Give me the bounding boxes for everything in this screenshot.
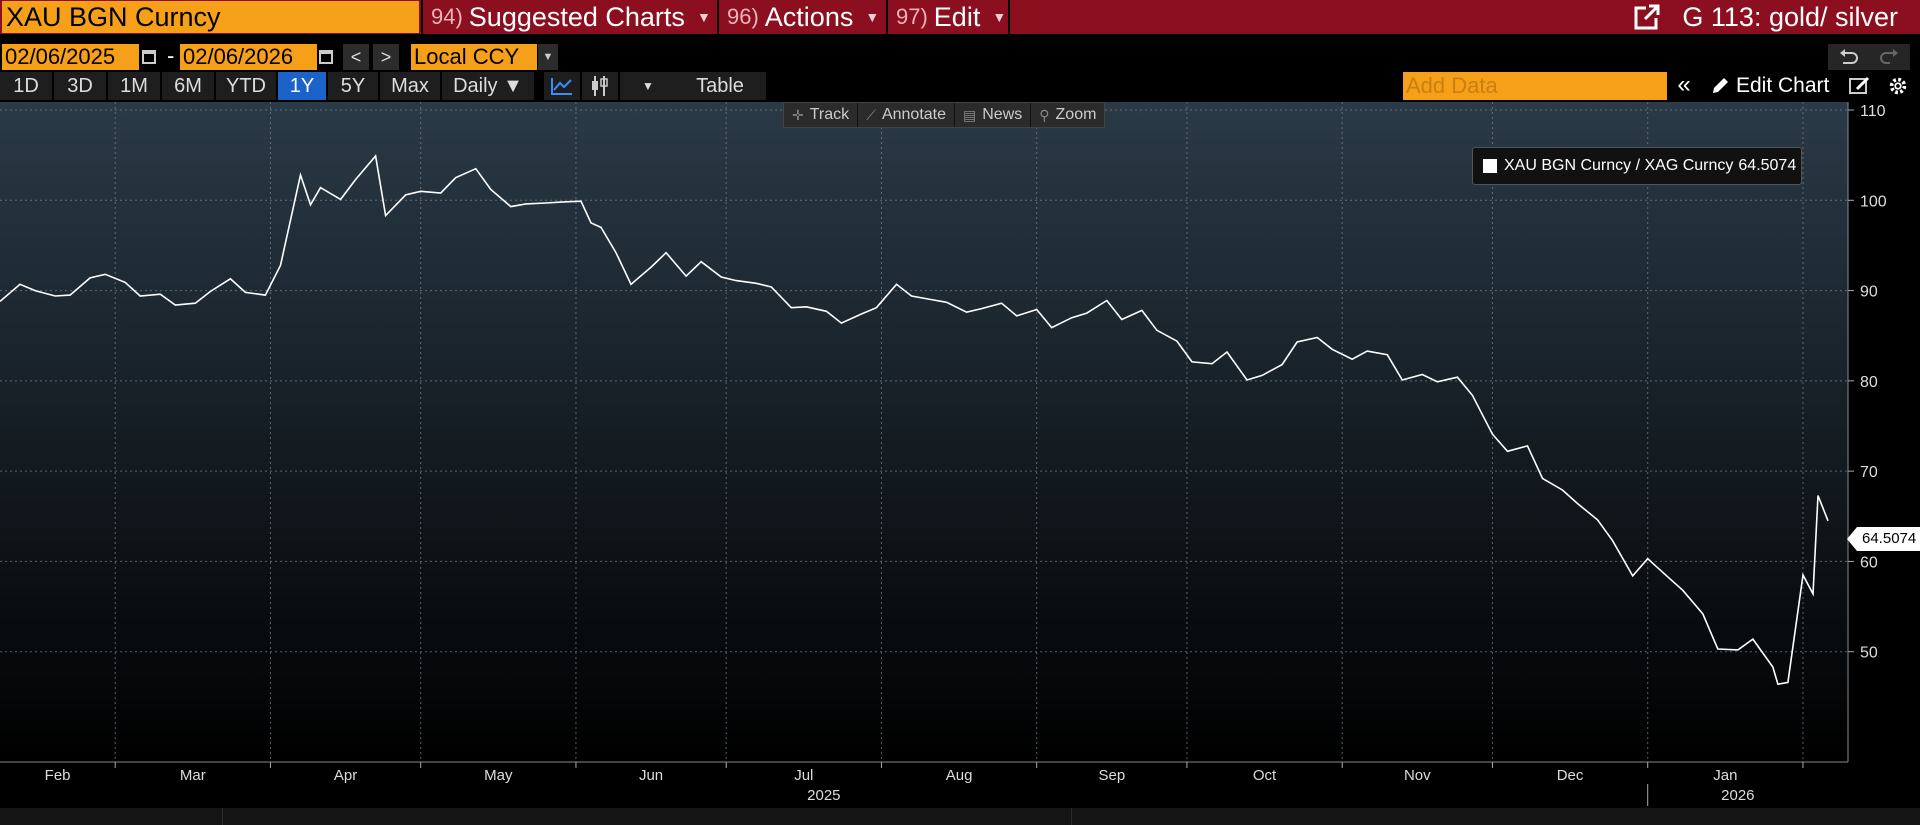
- calendar-icon[interactable]: [318, 46, 334, 68]
- period-max-button[interactable]: Max: [380, 72, 440, 100]
- candlestick-icon[interactable]: [582, 72, 618, 100]
- scroll-segment[interactable]: [1071, 808, 1920, 825]
- line-chart-icon[interactable]: [544, 72, 580, 100]
- toolbar-label: News: [982, 106, 1023, 123]
- legend-swatch: [1483, 159, 1497, 173]
- x-axis: Feb Mar Apr May Jun Jul Aug Sep Oct Nov Dec Jan 2025…: [0, 761, 1848, 806]
- x-tick-label: Jul: [794, 767, 813, 784]
- period-5y-button[interactable]: 5Y: [328, 72, 378, 100]
- pop-out-icon[interactable]: [1634, 4, 1661, 30]
- track-icon: ✛: [792, 106, 804, 123]
- year-label: 2025: [807, 787, 840, 804]
- x-tick-label: Feb: [45, 767, 71, 784]
- start-date-input[interactable]: 02/06/2025: [2, 44, 139, 70]
- add-data-input[interactable]: Add Data: [1403, 72, 1667, 100]
- track-button[interactable]: ✛ Track: [784, 103, 859, 127]
- period-1m-button[interactable]: 1M: [108, 72, 160, 100]
- date-separator: -: [167, 43, 175, 68]
- suggested-charts-menu[interactable]: 94) Suggested Charts ▼: [421, 0, 715, 34]
- chevron-down-icon[interactable]: ▼: [538, 44, 558, 70]
- y-tick-label: 110: [1860, 103, 1886, 120]
- x-tick-label: Nov: [1404, 767, 1431, 784]
- actions-menu[interactable]: 96) Actions ▼: [717, 0, 884, 34]
- y-tick-label: 70: [1860, 464, 1878, 481]
- menu-label: Suggested Charts: [468, 1, 685, 32]
- chevron-down-icon: ▼: [865, 9, 880, 25]
- period-1y-button[interactable]: 1Y: [278, 72, 326, 100]
- currency-select[interactable]: Local CCY: [411, 44, 537, 70]
- y-tick-label: 100: [1860, 193, 1887, 210]
- security-input[interactable]: XAU BGN Curncy: [2, 1, 419, 33]
- scroll-segment[interactable]: [222, 808, 1070, 825]
- toolbar-label: Track: [809, 106, 850, 123]
- annotate-button[interactable]: ⟋ Annotate: [858, 103, 956, 127]
- price-chart[interactable]: Feb Mar Apr May Jun Jul Aug Sep Oct Nov Dec Jan 2025…: [0, 102, 1920, 808]
- toolbar-label: Annotate: [881, 106, 947, 123]
- frequency-select[interactable]: Daily ▼: [442, 72, 534, 100]
- calendar-icon[interactable]: [141, 46, 157, 68]
- title-bar: XAU BGN Curncy 94) Suggested Charts ▼ 96…: [0, 0, 1920, 34]
- period-1d-button[interactable]: 1D: [0, 72, 52, 100]
- menu-number: 94): [431, 4, 463, 29]
- x-tick-label: Aug: [946, 767, 973, 784]
- redo-icon[interactable]: [1878, 47, 1900, 67]
- edit-chart-button[interactable]: Edit Chart: [1710, 72, 1829, 100]
- bottom-strip: [0, 808, 1920, 825]
- end-date-input[interactable]: 02/06/2026: [180, 44, 317, 70]
- period-3d-button[interactable]: 3D: [54, 72, 106, 100]
- y-axis: 50 60 70 80 90 100 110: [1847, 102, 1887, 762]
- period-6m-button[interactable]: 6M: [162, 72, 214, 100]
- x-tick-label: May: [484, 767, 513, 784]
- chevron-left-icon[interactable]: <: [343, 44, 369, 70]
- menu-number: 96): [727, 4, 759, 29]
- chart-toolbar: ✛ Track ⟋ Annotate ▤ News ⚲ Zoom: [783, 102, 1106, 128]
- y-tick-label: 80: [1860, 374, 1878, 391]
- news-icon: ▤: [963, 106, 977, 123]
- date-range-row: 02/06/2025 - 02/06/2026 < > Local CCY ▼: [0, 42, 1920, 72]
- y-tick-label: 60: [1860, 554, 1878, 571]
- chart-settings-pencil-icon[interactable]: [1848, 75, 1872, 97]
- x-tick-label: Jan: [1713, 767, 1737, 784]
- x-tick-label: Mar: [180, 767, 206, 784]
- y-tick-label: 90: [1860, 284, 1878, 301]
- last-price-flag: 64.5074: [1847, 527, 1920, 551]
- x-tick-label: Apr: [334, 767, 357, 784]
- y-tick-label: 50: [1860, 645, 1878, 662]
- chart-legend[interactable]: XAU BGN Curncy / XAG Curncy 64.5074: [1472, 147, 1802, 185]
- x-tick-label: Jun: [639, 767, 663, 784]
- x-tick-label: Oct: [1253, 767, 1277, 784]
- chevron-down-icon: ▼: [696, 9, 711, 25]
- undo-icon[interactable]: [1838, 47, 1860, 67]
- x-tick-label: Dec: [1557, 767, 1584, 784]
- chart-area[interactable]: Feb Mar Apr May Jun Jul Aug Sep Oct Nov Dec Jan 2025…: [0, 102, 1920, 808]
- plot-background: [0, 102, 1848, 762]
- annotate-icon: ⟋: [866, 106, 876, 123]
- menu-number: 97): [896, 4, 928, 29]
- page-title-area: G 113: gold/ silver: [1634, 0, 1898, 34]
- pencil-icon: [1713, 78, 1728, 93]
- chart-type-dropdown-icon[interactable]: ▼: [620, 72, 676, 100]
- news-button[interactable]: ▤ News: [955, 103, 1032, 127]
- period-ytd-button[interactable]: YTD: [216, 72, 276, 100]
- zoom-button[interactable]: ⚲ Zoom: [1031, 103, 1104, 127]
- legend-last-value: 64.5074: [1738, 157, 1797, 174]
- undo-redo-group: [1828, 44, 1910, 70]
- menu-label: Actions: [764, 1, 854, 32]
- period-row: 1D 3D 1M 6M YTD 1Y 5Y Max Daily ▼ ▼ Tabl…: [0, 72, 1920, 102]
- zoom-icon: ⚲: [1039, 106, 1050, 123]
- table-button[interactable]: Table: [674, 72, 766, 100]
- menu-label: Edit: [933, 1, 981, 32]
- chevron-right-icon[interactable]: >: [373, 44, 399, 70]
- edit-menu[interactable]: 97) Edit ▼: [886, 0, 1010, 34]
- toolbar-label: Zoom: [1055, 106, 1097, 123]
- legend-series-name: XAU BGN Curncy / XAG Curncy: [1504, 157, 1734, 174]
- x-tick-label: Sep: [1098, 767, 1125, 784]
- collapse-double-chevron-icon[interactable]: «: [1677, 71, 1691, 98]
- series-line: [0, 154, 1829, 686]
- chevron-down-icon: ▼: [992, 9, 1007, 25]
- year-label: 2026: [1721, 787, 1754, 804]
- edit-chart-label: Edit Chart: [1736, 74, 1830, 97]
- page-title: G 113: gold/ silver: [1682, 1, 1898, 32]
- gear-icon[interactable]: [1886, 75, 1910, 97]
